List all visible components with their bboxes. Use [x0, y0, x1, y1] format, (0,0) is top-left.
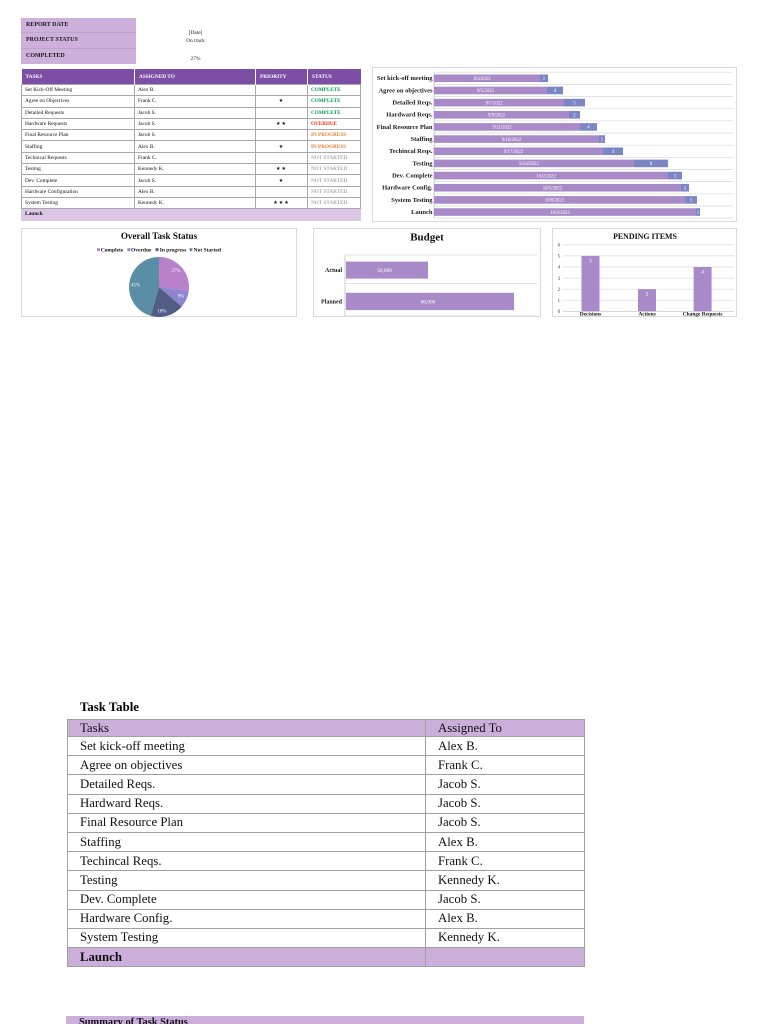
svg-text:Decisions: Decisions	[580, 312, 602, 318]
svg-text:Dev. Complete: Dev. Complete	[392, 173, 433, 180]
svg-text:Final Resource Plan: Final Resource Plan	[377, 124, 433, 131]
svg-text:Agree on objectives: Agree on objectives	[378, 87, 433, 94]
svg-text:1: 1	[543, 77, 546, 82]
svg-text:2: 2	[684, 186, 687, 191]
svg-text:Overdue: Overdue	[131, 248, 152, 254]
svg-text:5: 5	[573, 101, 576, 106]
svg-text:9/16/2022: 9/16/2022	[502, 138, 522, 143]
svg-text:Hardware Config.: Hardware Config.	[382, 185, 433, 192]
svg-text:0: 0	[558, 310, 561, 315]
svg-text:8: 8	[650, 162, 653, 167]
svg-text:Staffing: Staffing	[410, 136, 433, 143]
svg-text:1: 1	[601, 138, 604, 143]
svg-text:9/17/2022: 9/17/2022	[504, 150, 524, 155]
svg-text:1: 1	[697, 211, 700, 216]
svg-text:9/5/2022: 9/5/2022	[477, 89, 495, 94]
svg-text:3: 3	[690, 199, 693, 204]
svg-text:4: 4	[558, 266, 561, 271]
svg-text:10/9/2022: 10/9/2022	[550, 211, 570, 216]
svg-text:Techincal Reqs.: Techincal Reqs.	[389, 148, 433, 155]
svg-text:6: 6	[558, 244, 561, 249]
svg-text:9/24/2022: 9/24/2022	[519, 162, 539, 167]
svg-text:Complete: Complete	[101, 248, 124, 254]
svg-text:In progress: In progress	[160, 248, 187, 254]
svg-text:2: 2	[573, 114, 576, 119]
svg-text:1: 1	[558, 299, 561, 304]
svg-text:10/8/2022: 10/8/2022	[545, 199, 565, 204]
svg-text:4: 4	[554, 89, 557, 94]
svg-text:10/5/2022: 10/5/2022	[543, 186, 563, 191]
svg-text:Launch: Launch	[411, 209, 433, 216]
svg-text:9%: 9%	[178, 295, 185, 300]
svg-text:80,000: 80,000	[421, 300, 436, 306]
svg-text:Budget: Budget	[410, 232, 444, 244]
svg-text:3: 3	[558, 277, 561, 282]
svg-text:Hardward Reqs.: Hardward Reqs.	[386, 112, 433, 119]
svg-text:Overall Task Status: Overall Task Status	[121, 231, 198, 241]
svg-text:2: 2	[558, 288, 561, 293]
svg-text:Not Started: Not Started	[194, 248, 221, 254]
svg-text:PENDING ITEMS: PENDING ITEMS	[613, 232, 677, 241]
svg-text:4: 4	[587, 126, 590, 131]
svg-text:5: 5	[589, 258, 592, 264]
svg-text:2: 2	[646, 292, 649, 298]
svg-text:9/9/2022: 9/9/2022	[488, 114, 506, 119]
svg-text:9/11/2022: 9/11/2022	[492, 126, 512, 131]
svg-text:5: 5	[558, 255, 561, 260]
svg-text:Actions: Actions	[638, 312, 655, 318]
svg-text:System Testing: System Testing	[391, 197, 433, 204]
svg-text:Actual: Actual	[325, 268, 342, 274]
svg-text:Detailed Reqs.: Detailed Reqs.	[392, 100, 432, 107]
svg-text:27%: 27%	[172, 269, 181, 274]
svg-text:10/2/2022: 10/2/2022	[536, 174, 556, 179]
svg-text:4: 4	[701, 270, 704, 276]
svg-text:3: 3	[674, 174, 677, 179]
svg-text:56,000: 56,000	[377, 268, 392, 274]
svg-text:Testing: Testing	[413, 160, 434, 167]
svg-text:4: 4	[612, 150, 615, 155]
svg-text:18%: 18%	[158, 310, 167, 315]
svg-text:Planned: Planned	[321, 300, 343, 306]
svg-text:9/4/2022: 9/4/2022	[473, 77, 491, 82]
svg-text:Change Requests: Change Requests	[683, 312, 723, 318]
svg-text:45%: 45%	[131, 283, 140, 288]
svg-text:9/7/2022: 9/7/2022	[485, 101, 503, 106]
svg-text:Set kick-off meeting: Set kick-off meeting	[377, 75, 433, 82]
